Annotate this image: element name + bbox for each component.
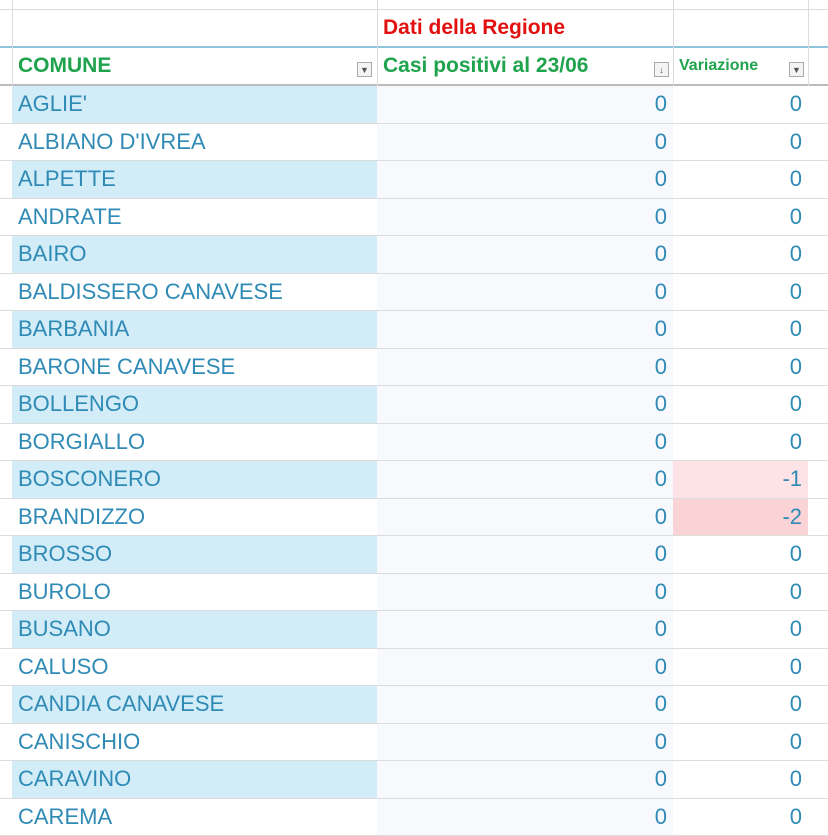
cell-variazione[interactable]: 0	[673, 86, 808, 123]
cell-variazione[interactable]: 0	[673, 761, 808, 798]
cell-variazione[interactable]: 0	[673, 536, 808, 573]
cell-comune[interactable]: BUSANO	[12, 611, 377, 648]
cell-comune[interactable]: BOSCONERO	[12, 461, 377, 498]
dropdown-arrow-icon[interactable]: ▼	[789, 62, 804, 77]
cell-variazione[interactable]: 0	[673, 311, 808, 348]
table-row: ALPETTE 0 0	[0, 161, 828, 199]
table-row: CAREMA 0 0	[0, 799, 828, 836]
table-row: ALBIANO D'IVREA 0 0	[0, 124, 828, 162]
cell-variazione[interactable]: 0	[673, 424, 808, 461]
cell-variazione[interactable]: 0	[673, 349, 808, 386]
cell-casi[interactable]: 0	[377, 799, 673, 836]
table-row: BRANDIZZO 0 -2	[0, 499, 828, 537]
cell-comune[interactable]: BORGIALLO	[12, 424, 377, 461]
cell-comune[interactable]: CALUSO	[12, 649, 377, 686]
cell-comune[interactable]: ALBIANO D'IVREA	[12, 124, 377, 161]
cell-comune[interactable]: BUROLO	[12, 574, 377, 611]
cell-comune[interactable]: BOLLENGO	[12, 386, 377, 423]
cell-variazione[interactable]: 0	[673, 649, 808, 686]
cell-casi[interactable]: 0	[377, 686, 673, 723]
cell-comune[interactable]: CANDIA CANAVESE	[12, 686, 377, 723]
column-header-casi: Casi positivi al 23/06	[383, 48, 588, 84]
cell-casi[interactable]: 0	[377, 274, 673, 311]
cell-casi[interactable]: 0	[377, 761, 673, 798]
cell-comune[interactable]: ALPETTE	[12, 161, 377, 198]
cell-casi[interactable]: 0	[377, 649, 673, 686]
table-row: BROSSO 0 0	[0, 536, 828, 574]
table-row: BARONE CANAVESE 0 0	[0, 349, 828, 387]
table-row: CANDIA CANAVESE 0 0	[0, 686, 828, 724]
cell-casi[interactable]: 0	[377, 311, 673, 348]
column-header-comune: COMUNE	[18, 48, 111, 84]
column-header-variazione: Variazione	[679, 48, 758, 84]
cell-variazione[interactable]: 0	[673, 274, 808, 311]
table-row: CALUSO 0 0	[0, 649, 828, 687]
cell-casi[interactable]: 0	[377, 236, 673, 273]
table-row: BOLLENGO 0 0	[0, 386, 828, 424]
cell-casi[interactable]: 0	[377, 611, 673, 648]
cell-casi[interactable]: 0	[377, 161, 673, 198]
table-row: BUSANO 0 0	[0, 611, 828, 649]
cell-variazione[interactable]: 0	[673, 199, 808, 236]
cell-comune[interactable]: BROSSO	[12, 536, 377, 573]
cell-comune[interactable]: BARBANIA	[12, 311, 377, 348]
cell-variazione[interactable]: 0	[673, 611, 808, 648]
column-header-row: COMUNE ▼ Casi positivi al 23/06 ↓ Variaz…	[0, 48, 828, 86]
table-row: BUROLO 0 0	[0, 574, 828, 612]
cell-casi[interactable]: 0	[377, 724, 673, 761]
cell-casi[interactable]: 0	[377, 424, 673, 461]
column-divider	[12, 0, 13, 86]
cell-variazione[interactable]: -1	[673, 461, 808, 498]
cell-variazione[interactable]: 0	[673, 124, 808, 161]
table-row: AGLIE' 0 0	[0, 86, 828, 124]
cell-comune[interactable]: CAREMA	[12, 799, 377, 836]
cell-casi[interactable]: 0	[377, 499, 673, 536]
cell-comune[interactable]: ANDRATE	[12, 199, 377, 236]
column-divider	[808, 0, 809, 86]
spreadsheet-row-top	[0, 0, 828, 10]
cell-casi[interactable]: 0	[377, 536, 673, 573]
table-row: BOSCONERO 0 -1	[0, 461, 828, 499]
cell-variazione[interactable]: -2	[673, 499, 808, 536]
table-row: CARAVINO 0 0	[0, 761, 828, 799]
cell-variazione[interactable]: 0	[673, 236, 808, 273]
cell-casi[interactable]: 0	[377, 199, 673, 236]
column-divider	[377, 0, 378, 86]
cell-comune[interactable]: BARONE CANAVESE	[12, 349, 377, 386]
cell-casi[interactable]: 0	[377, 86, 673, 123]
cell-variazione[interactable]: 0	[673, 574, 808, 611]
table-row: CANISCHIO 0 0	[0, 724, 828, 762]
cell-comune[interactable]: BRANDIZZO	[12, 499, 377, 536]
group-header-row: Dati della Regione	[0, 10, 828, 48]
table-row: ANDRATE 0 0	[0, 199, 828, 237]
group-header-label: Dati della Regione	[383, 10, 565, 46]
dropdown-arrow-icon[interactable]: ▼	[357, 62, 372, 77]
cell-comune[interactable]: CARAVINO	[12, 761, 377, 798]
table-row: BALDISSERO CANAVESE 0 0	[0, 274, 828, 312]
cell-variazione[interactable]: 0	[673, 686, 808, 723]
cell-comune[interactable]: BALDISSERO CANAVESE	[12, 274, 377, 311]
cell-variazione[interactable]: 0	[673, 724, 808, 761]
cell-variazione[interactable]: 0	[673, 386, 808, 423]
cell-variazione[interactable]: 0	[673, 161, 808, 198]
column-divider	[673, 0, 674, 86]
table-row: BORGIALLO 0 0	[0, 424, 828, 462]
sort-descending-filter-icon[interactable]: ↓	[654, 62, 669, 77]
table-row: BAIRO 0 0	[0, 236, 828, 274]
cell-comune[interactable]: BAIRO	[12, 236, 377, 273]
cell-casi[interactable]: 0	[377, 386, 673, 423]
cell-variazione[interactable]: 0	[673, 799, 808, 836]
cell-casi[interactable]: 0	[377, 461, 673, 498]
cell-comune[interactable]: CANISCHIO	[12, 724, 377, 761]
table-row: BARBANIA 0 0	[0, 311, 828, 349]
cell-casi[interactable]: 0	[377, 124, 673, 161]
cell-casi[interactable]: 0	[377, 349, 673, 386]
cell-casi[interactable]: 0	[377, 574, 673, 611]
cell-comune[interactable]: AGLIE'	[12, 86, 377, 123]
